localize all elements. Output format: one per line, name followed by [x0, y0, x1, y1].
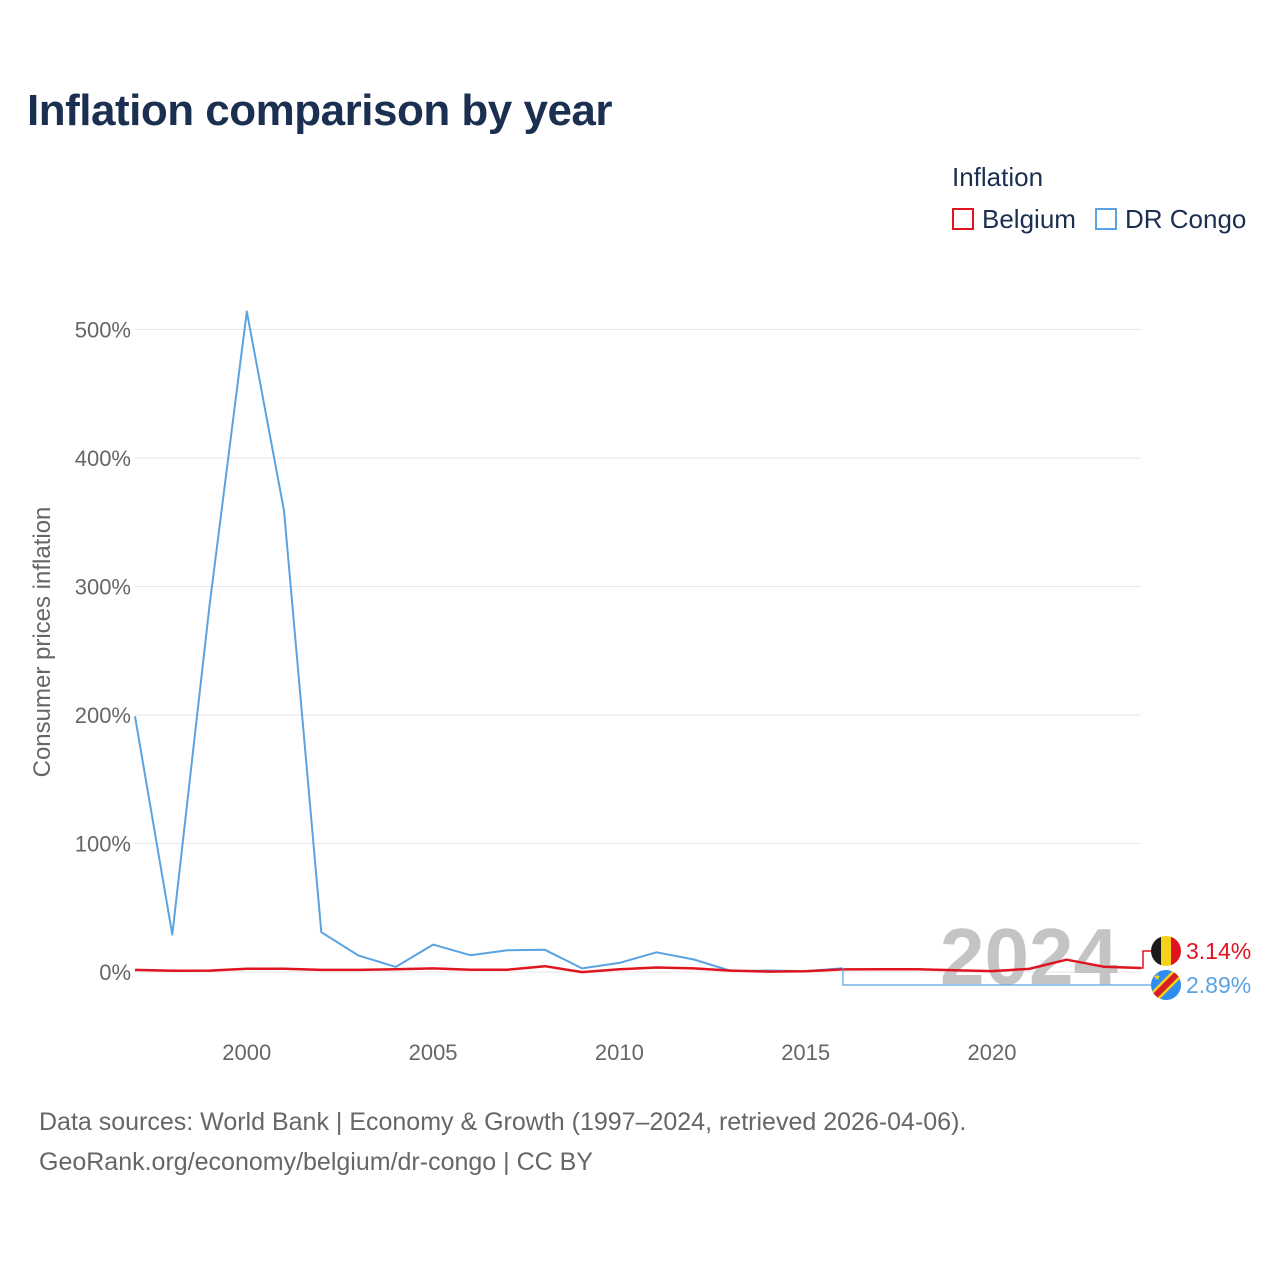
connector-belgium	[1141, 950, 1152, 969]
end-label-belgium: 3.14%	[1186, 938, 1251, 964]
y-tick-label: 400%	[75, 446, 131, 471]
y-tick-label: 100%	[75, 832, 131, 857]
x-tick-label: 2015	[781, 1040, 830, 1065]
source-line: Data sources: World Bank | Economy & Gro…	[39, 1108, 967, 1136]
legend-label-belgium: Belgium	[982, 203, 1076, 234]
dr-congo-flag-icon: ★	[1151, 970, 1181, 1000]
x-tick-label: 2020	[967, 1040, 1016, 1065]
y-tick-label: 300%	[75, 575, 131, 600]
legend-item-dr-congo[interactable]: DR Congo	[1095, 204, 1246, 234]
x-tick-label: 2000	[222, 1040, 271, 1065]
connector-dr-congo	[842, 968, 1152, 986]
current-year-watermark: 2024	[940, 912, 1118, 1001]
x-tick-label: 2010	[595, 1040, 644, 1065]
legend-title: Inflation	[952, 162, 1044, 192]
y-tick-label: 500%	[75, 318, 131, 343]
belgium-flag-icon	[1151, 936, 1181, 966]
legend-label-dr-congo: DR Congo	[1125, 203, 1247, 234]
y-tick-label: 0%	[99, 960, 131, 985]
series-line-belgium	[134, 958, 1142, 974]
source-url-line: GeoRank.org/economy/belgium/dr-congo | C…	[39, 1148, 593, 1176]
y-axis-label: Consumer prices inflation	[29, 507, 56, 778]
y-tick-label: 200%	[75, 703, 131, 728]
legend-swatch-belgium	[952, 208, 974, 230]
legend-swatch-dr-congo	[1095, 208, 1117, 230]
x-tick-label: 2005	[409, 1040, 458, 1065]
chart-title: Inflation comparison by year	[27, 86, 613, 135]
svg-text:★: ★	[1153, 972, 1161, 982]
legend-item-belgium[interactable]: Belgium	[952, 204, 1076, 234]
end-label-dr-congo: 2.89%	[1186, 972, 1251, 998]
series-line-dr-congo	[134, 310, 843, 973]
